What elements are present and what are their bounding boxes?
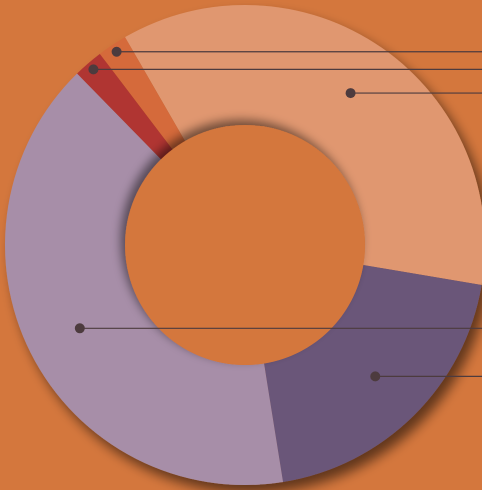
donut-hole (125, 125, 365, 365)
leader-dot-3 (74, 323, 85, 334)
leader-dot-1 (345, 88, 356, 99)
leader-dot-2 (370, 371, 381, 382)
donut-segment-3 (4, 73, 284, 486)
leader-dot-5 (111, 46, 122, 57)
donut-segment-5 (99, 37, 185, 150)
donut-segment-4 (77, 53, 173, 160)
donut-segment-1 (125, 5, 482, 286)
leader-lines (74, 46, 482, 382)
leader-dot-4 (88, 64, 99, 75)
